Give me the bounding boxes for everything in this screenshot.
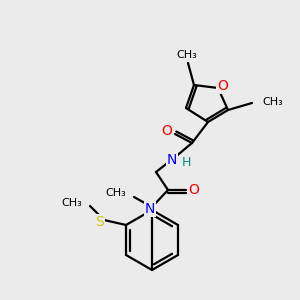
Text: S: S — [94, 215, 103, 229]
Text: CH₃: CH₃ — [105, 188, 126, 198]
Text: O: O — [162, 124, 172, 138]
Text: N: N — [167, 153, 177, 167]
Text: H: H — [181, 155, 191, 169]
Text: CH₃: CH₃ — [177, 50, 197, 60]
Text: CH₃: CH₃ — [262, 97, 283, 107]
Text: O: O — [189, 183, 200, 197]
Text: N: N — [145, 202, 155, 216]
Text: O: O — [218, 79, 228, 93]
Text: CH₃: CH₃ — [61, 198, 82, 208]
